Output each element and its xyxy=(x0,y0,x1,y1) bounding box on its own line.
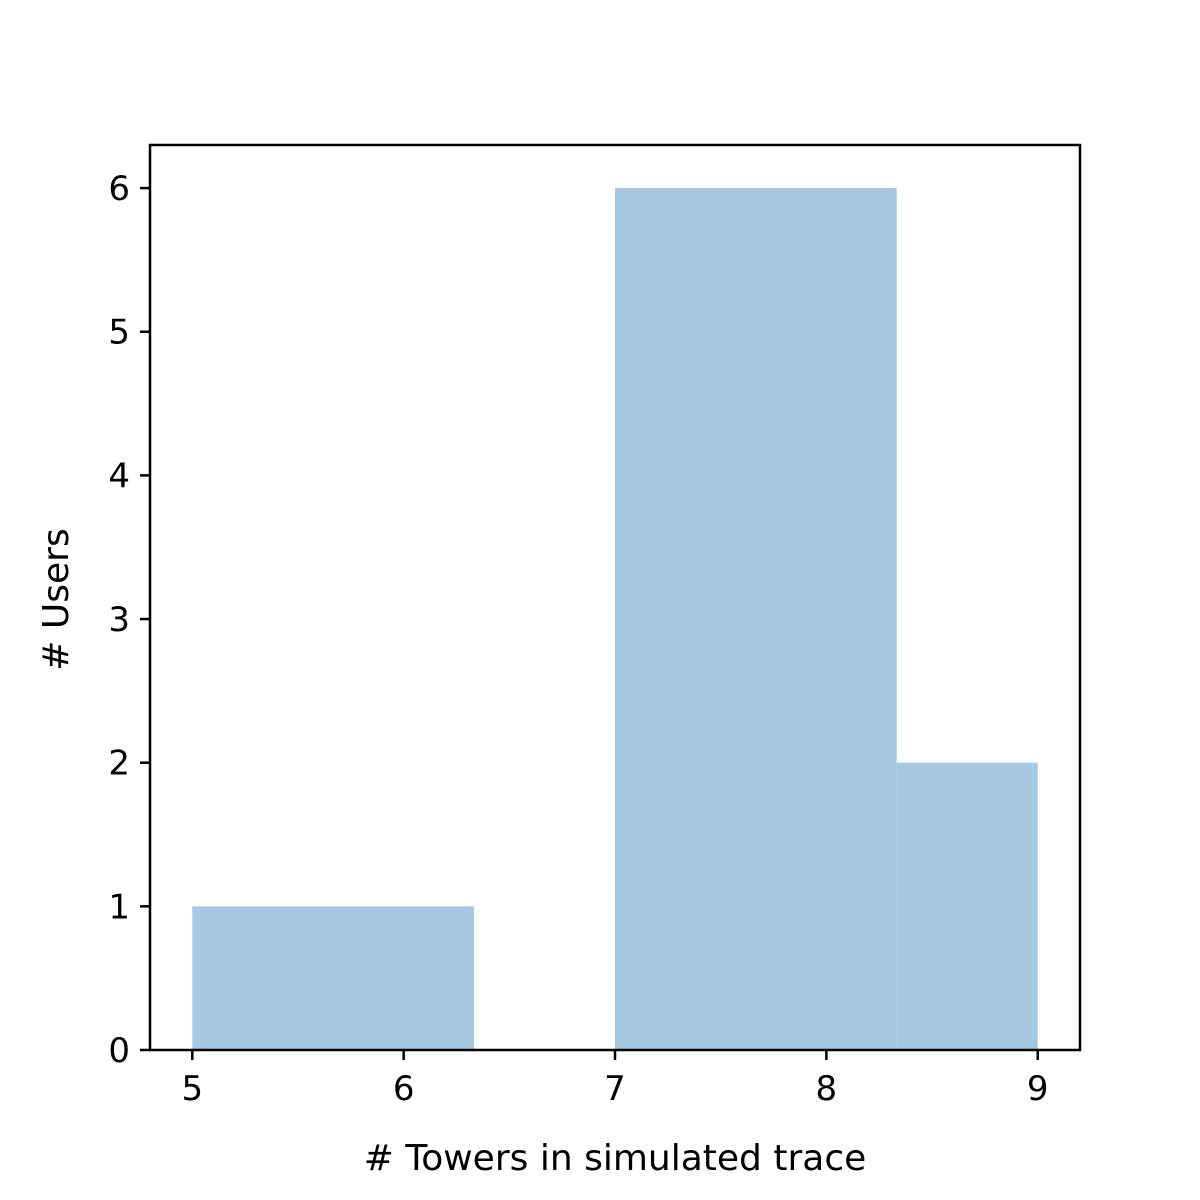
x-axis-label: # Towers in simulated trace xyxy=(364,1138,867,1179)
y-tick-label: 6 xyxy=(108,169,130,209)
x-tick-label: 5 xyxy=(181,1069,203,1109)
histogram-bar xyxy=(896,762,1038,1050)
x-tick-label: 7 xyxy=(604,1069,626,1109)
bars-group xyxy=(192,188,1038,1051)
y-tick-label: 5 xyxy=(108,313,130,353)
histogram-bar xyxy=(192,906,475,1050)
x-axis-ticks: 5 6 7 8 9 xyxy=(181,1050,1049,1109)
y-axis-ticks: 0 1 2 3 4 5 6 xyxy=(108,169,150,1071)
y-tick-label: 2 xyxy=(108,744,130,784)
y-tick-label: 3 xyxy=(108,600,130,640)
y-axis-label: # Users xyxy=(36,528,77,670)
x-tick-label: 8 xyxy=(816,1069,838,1109)
y-tick-label: 1 xyxy=(108,887,130,927)
y-tick-label: 0 xyxy=(108,1031,130,1071)
x-tick-label: 9 xyxy=(1027,1069,1049,1109)
x-tick-label: 6 xyxy=(393,1069,415,1109)
y-tick-label: 4 xyxy=(108,456,130,496)
histogram-bar xyxy=(615,188,897,1051)
